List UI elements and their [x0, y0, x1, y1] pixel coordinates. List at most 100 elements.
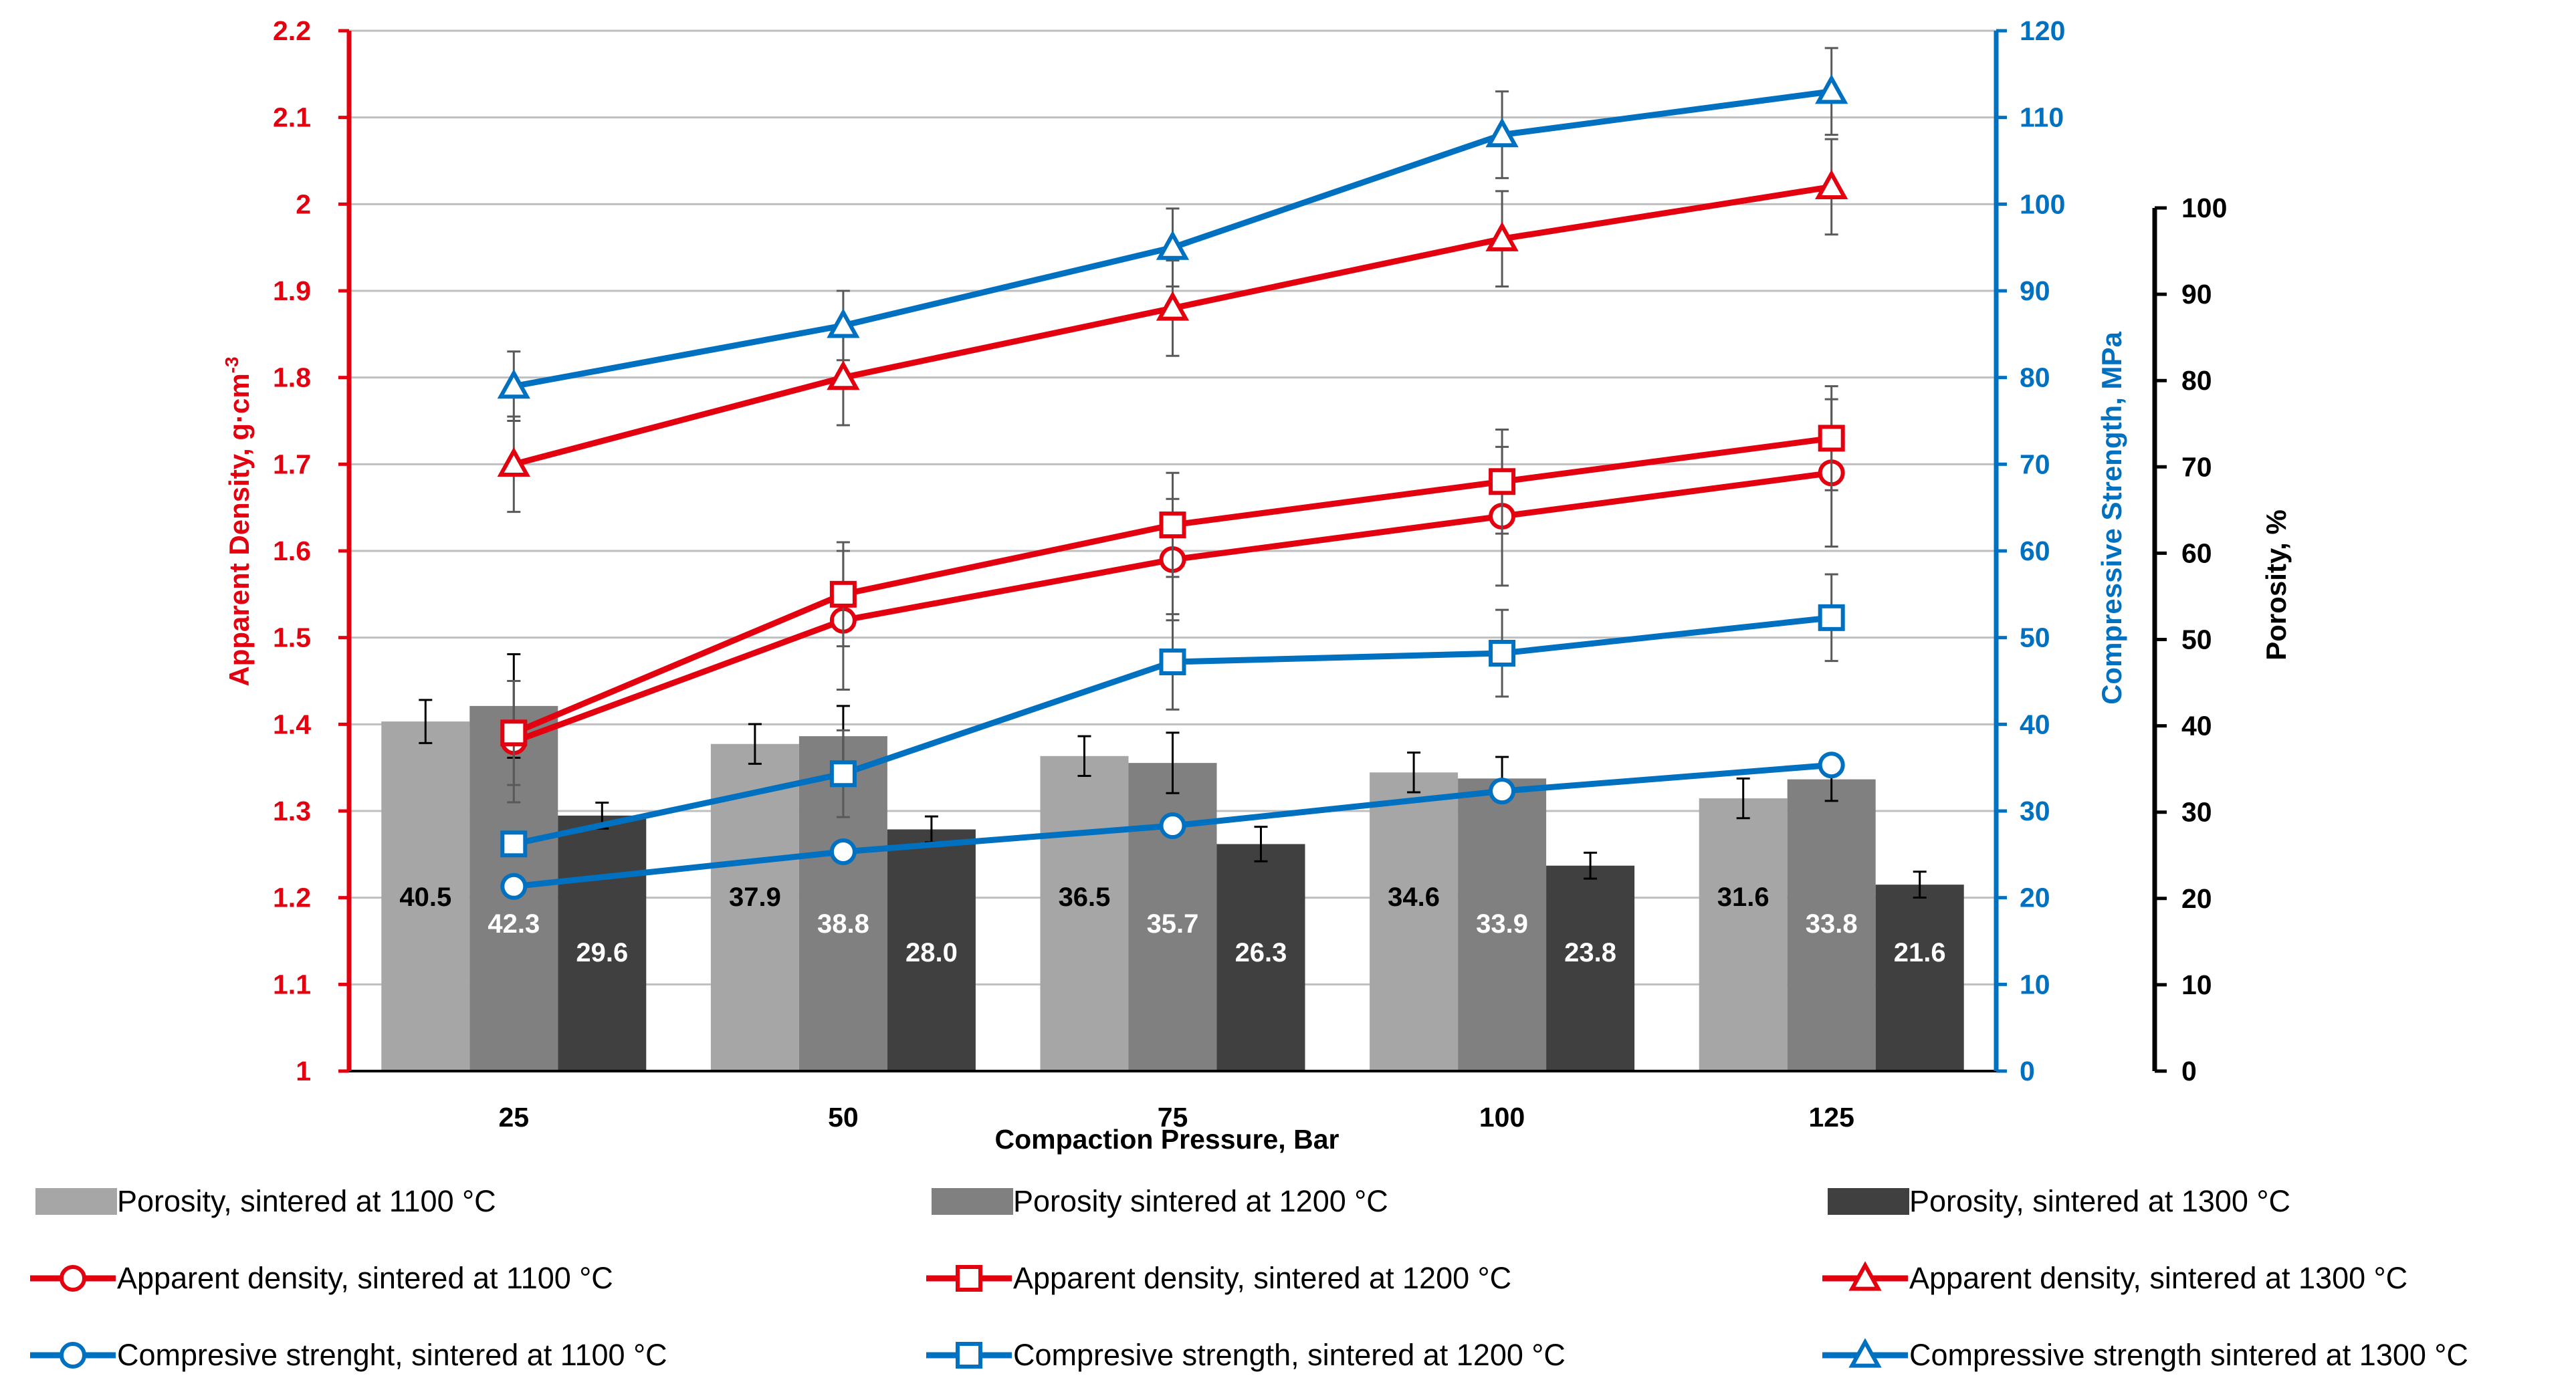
porosity-data-label: 21.6: [1894, 938, 1946, 967]
density-tick-label: 1.8: [273, 362, 311, 393]
square-marker: [829, 760, 857, 788]
circle-marker: [500, 873, 528, 900]
triangle-marker: [827, 308, 860, 338]
circle-marker: [60, 1265, 86, 1292]
density-tick-label: 1.7: [273, 449, 311, 479]
porosity-bar: [1216, 844, 1305, 1071]
square-marker: [829, 580, 857, 608]
legend: Porosity, sintered at 1100 °C Porosity si…: [30, 1184, 2468, 1372]
triangle-marker: [1815, 74, 1848, 104]
density-tick-label: 2.2: [273, 15, 311, 46]
circle-marker: [829, 838, 857, 865]
strength-tick-label: 110: [2020, 102, 2064, 133]
strength-tick-label: 90: [2020, 275, 2050, 306]
triangle-marker: [1485, 117, 1519, 148]
x-tick-label: 75: [1158, 1102, 1188, 1133]
x-tick-label: 125: [1808, 1102, 1854, 1133]
lines: [497, 47, 1848, 900]
porosity-bar: [1040, 756, 1129, 1071]
x-tick-label: 100: [1479, 1102, 1525, 1133]
porosity-data-label: 36.5: [1059, 883, 1111, 912]
density-tick-label: 1.9: [273, 275, 311, 306]
square-marker: [956, 1342, 982, 1369]
legend-label: Porosity sintered at 1200 °C: [1013, 1184, 1388, 1218]
density-tick-label: 1.2: [273, 883, 311, 913]
porosity-data-label: 35.7: [1147, 909, 1199, 939]
strength-tick-label: 20: [2020, 883, 2050, 913]
density-tick-label: 2: [296, 189, 311, 219]
porosity-bar: [1875, 885, 1964, 1071]
x-tick-label: 25: [498, 1102, 529, 1133]
legend-label: Apparent density, sintered at 1200 °C: [1013, 1261, 1511, 1295]
legend-label: Compressive strength sintered at 1300 °C: [1909, 1338, 2468, 1372]
triangle-marker: [827, 360, 860, 390]
density-tick-label: 1: [296, 1056, 311, 1086]
triangle-marker: [1848, 1261, 1882, 1291]
square-marker: [1818, 425, 1845, 452]
porosity-tick-label: 30: [2181, 797, 2212, 828]
porosity-data-label: 29.6: [576, 938, 628, 967]
density-axis-title: Apparent Density, g·cm-3: [221, 356, 255, 686]
porosity-tick-label: 50: [2181, 624, 2212, 655]
porosity-tick-label: 40: [2181, 711, 2212, 741]
strength-tick-label: 70: [2020, 449, 2050, 479]
legend-label: Compresive strength, sintered at 1200 °C: [1013, 1338, 1566, 1372]
porosity-tick-label: 10: [2181, 969, 2212, 1000]
porosity-data-label: 31.6: [1717, 883, 1769, 912]
porosity-tick-label: 100: [2181, 193, 2227, 223]
strength-tick-label: 60: [2020, 536, 2050, 566]
porosity-data-label: 28.0: [905, 938, 958, 967]
porosity-bar: [1787, 779, 1876, 1071]
bars: 40.5 37.9 36.5 34.6 31.6 42.3 38.8 35.7 33.9 33.8…: [381, 653, 1964, 1071]
porosity-data-label: 33.8: [1806, 909, 1858, 939]
square-marker: [500, 719, 528, 747]
legend-label: Porosity, sintered at 1300 °C: [1909, 1184, 2290, 1218]
porosity-bar: [887, 829, 976, 1071]
square-marker: [956, 1265, 982, 1292]
legend-label: Compresive strenght, sintered at 1100 °C: [117, 1338, 667, 1372]
porosity-bar: [381, 721, 470, 1071]
x-axis-title: Compaction Pressure, Bar: [995, 1124, 1339, 1155]
porosity-tick-label: 0: [2181, 1056, 2197, 1086]
porosity-data-label: 37.9: [729, 883, 781, 912]
square-marker: [1159, 648, 1186, 675]
square-marker: [1489, 640, 1516, 667]
porosity-bar: [1546, 865, 1635, 1071]
legend-label: Apparent density, sintered at 1100 °C: [117, 1261, 613, 1295]
strength-axis-title: Compressive Strength, MPa: [2096, 331, 2127, 704]
porosity-tick-label: 90: [2181, 279, 2212, 310]
triangle-marker: [1815, 169, 1848, 200]
square-marker: [500, 830, 528, 858]
density-tick-label: 1.1: [273, 969, 311, 1000]
porosity-data-label: 34.6: [1388, 883, 1440, 912]
porosity-bar: [558, 815, 647, 1071]
legend-bar-swatch: [1828, 1188, 1909, 1215]
triangle-marker: [497, 447, 530, 477]
legend-bar-swatch: [35, 1188, 117, 1215]
strength-tick-label: 30: [2020, 796, 2050, 826]
strength-tick-label: 100: [2020, 189, 2065, 219]
porosity-axis-title: Porosity, %: [2260, 509, 2292, 661]
density-tick-label: 1.3: [273, 796, 311, 826]
circle-marker: [1818, 751, 1845, 779]
strength-tick-label: 80: [2020, 362, 2050, 393]
porosity-bar: [1370, 772, 1459, 1071]
square-marker: [1489, 468, 1516, 495]
circle-marker: [1489, 778, 1516, 805]
porosity-data-label: 33.9: [1476, 909, 1528, 939]
strength-tick-label: 10: [2020, 969, 2050, 1000]
triangle-marker: [1848, 1338, 1882, 1368]
triangle-marker: [1156, 291, 1190, 321]
porosity-data-label: 26.3: [1235, 938, 1287, 967]
circle-marker: [1159, 812, 1186, 840]
strength-tick-label: 40: [2020, 709, 2050, 739]
density-axis-title-main: Apparent Density, g·cm: [223, 373, 255, 686]
legend-label: Porosity, sintered at 1100 °C: [117, 1184, 496, 1218]
x-tick-label: 50: [828, 1102, 859, 1133]
density-tick-label: 1.5: [273, 622, 311, 653]
strength-tick-label: 0: [2020, 1056, 2035, 1086]
porosity-bar: [1699, 798, 1788, 1071]
